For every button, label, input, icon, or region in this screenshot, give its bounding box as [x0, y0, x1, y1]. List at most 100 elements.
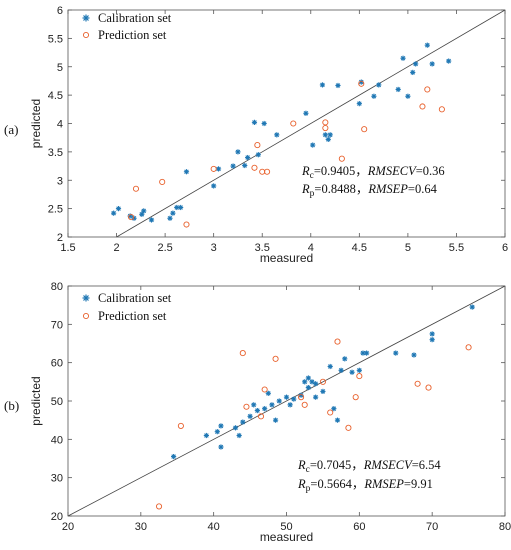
panel-a-x-tick-label: 5 [405, 242, 411, 254]
panel-a-calibration-point [325, 136, 331, 142]
panel-b-prediction-point [155, 503, 163, 510]
panel-a-calibration-point [429, 61, 435, 67]
panel-b-calibration-point [283, 394, 290, 400]
panel-a-calibration-point [230, 163, 236, 169]
panel-b-y-ticks: 20 30 40 50 60 70 80 [51, 281, 505, 523]
panel-a-prediction-point [183, 221, 190, 228]
panel-b-calibration-point [232, 425, 239, 431]
panel-a-calibration-point [148, 217, 155, 223]
panel-a-y-ticks: 2 2.5 3 3.5 4 4.5 5 5.5 6 [48, 5, 505, 244]
panel-a-prediction-point [264, 168, 271, 175]
panel-b-legend-prediction-label: Prediction set [98, 309, 167, 323]
panel-b-prediction-point [243, 403, 250, 410]
panel-a-x-tick-label: 6 [502, 242, 508, 254]
panel-a-calibration-point [261, 120, 267, 127]
panel-b-calibration-point [327, 363, 333, 370]
panel-b-calibration-point [469, 304, 475, 310]
panel-a-calibration-point [183, 169, 190, 175]
panel-b-x-tick-label: 50 [280, 521, 292, 533]
panel-a-y-tick-label: 2.5 [48, 204, 63, 216]
panel-b-legend-prediction-marker [82, 312, 90, 320]
panel-a-plot-frame [67, 9, 506, 238]
panel-b-calibration-point [203, 432, 209, 439]
panel-b-y-tick-label: 40 [51, 434, 63, 446]
panel-a-x-tick-label: 2 [113, 242, 119, 254]
panel-b-prediction-point [319, 378, 326, 385]
panel-b-calibration-point [364, 350, 370, 356]
panel-a-legend: Calibration set Prediction set [82, 11, 172, 42]
panel-b-prediction-point [414, 380, 421, 387]
panel-a-calibration-point [303, 110, 309, 116]
panel-b-calibration-point [218, 423, 224, 429]
panel-b-prediction-point [425, 384, 432, 391]
panel-b-legend-calibration-marker [82, 294, 90, 302]
panel-a-calibration-point [235, 149, 241, 155]
panel-a-calibration-point [167, 215, 173, 221]
panel-a-stats-line-2: Rp=0.8488，RMSEP=0.64 [301, 182, 438, 199]
panel-a-y-tick-label: 3.5 [48, 147, 63, 159]
panel-b-prediction-point [327, 409, 334, 416]
panel-b-legend-calibration-label: Calibration set [98, 291, 172, 305]
panel-a-calibration-point [245, 154, 251, 161]
panel-a-y-tick-label: 4 [57, 119, 63, 131]
panel-a-legend-prediction-label: Prediction set [98, 28, 167, 42]
panel-a-calibration-point [371, 93, 377, 99]
panel-b-calibration-point [302, 379, 308, 385]
panel-b-reference-line [67, 285, 506, 517]
panel-b-calibration-point [254, 407, 260, 414]
panel-b-calibration-point [276, 398, 282, 404]
panel-a-x-ticks: 1.5 2 2.5 3 3.5 4 4.5 5 5.5 6 [60, 10, 508, 254]
panel-b: (b) 20 30 40 50 60 70 80 20 30 40 50 60 70 80 measur… [4, 281, 511, 544]
panel-b-calibration-point [331, 406, 337, 412]
panel-a-prediction-point [358, 80, 365, 87]
panel-a-calibration-point [413, 61, 419, 67]
panel-b-prediction-point [239, 350, 246, 357]
panel-b-calibration-point [269, 402, 275, 408]
panel-a-prediction-point [438, 106, 445, 113]
panel-a-calibration-point [335, 82, 341, 89]
panel-b-prediction-point [261, 386, 268, 393]
panel-a-calibration-point [400, 55, 406, 61]
panel-a-prediction-point [361, 126, 368, 133]
panel-a-calibration-point [327, 132, 333, 138]
panel-b-prediction-point [257, 413, 265, 420]
panel-a-calibration-point [410, 69, 416, 76]
panel-b-prediction-point [356, 373, 363, 380]
panel-b-prediction-point [272, 355, 279, 362]
panel-a-legend-calibration-marker [82, 14, 90, 22]
panel-b-calibration-point [411, 352, 417, 358]
panel-b-calibration-point [338, 367, 344, 373]
panel-a-calibration-point [424, 42, 430, 48]
panel-b-calibration-point [305, 375, 311, 381]
panel-b-calibration-point [429, 337, 435, 343]
panel-b-x-tick-label: 80 [499, 521, 511, 533]
panel-a-x-tick-label: 2.5 [157, 242, 172, 254]
panel-a-prediction-point [254, 142, 261, 149]
panel-b-x-tick-label: 70 [426, 521, 438, 533]
panel-b-calibration-point [251, 402, 257, 408]
panel-b-stats-line-1: Rc=0.7045，RMSECV=6.54 [297, 458, 441, 475]
panel-a-legend-calibration-label: Calibration set [98, 11, 172, 25]
panel-a-calibration-point [242, 162, 248, 169]
panel-a-y-axis-label: predicted [29, 99, 43, 148]
panel-a-prediction-point [290, 120, 297, 127]
panel-b-y-tick-label: 60 [51, 358, 63, 370]
panel-a-prediction-point [128, 214, 135, 221]
panel-b-x-axis-label: measured [260, 530, 313, 544]
panel-b-label: (b) [4, 398, 19, 413]
panel-a-y-tick-label: 6 [57, 5, 63, 17]
panel-b-calibration-point [342, 356, 348, 362]
panel-b-calibration-point [429, 331, 435, 337]
panel-b-calibration-point [262, 406, 268, 412]
panel-b-y-axis-label: predicted [29, 376, 43, 425]
panel-a-prediction-point [251, 164, 258, 171]
panel-b-calibration-point [356, 367, 362, 373]
panel-b-points [155, 304, 475, 510]
panel-b-calibration-point [236, 432, 242, 439]
panel-a-calibration-point [111, 210, 117, 216]
panel-b-calibration-point [309, 379, 315, 385]
panel-a-x-tick-label: 3 [211, 242, 217, 254]
panel-a-x-tick-label: 3.5 [255, 242, 270, 254]
panel-a-prediction-point [338, 155, 345, 162]
